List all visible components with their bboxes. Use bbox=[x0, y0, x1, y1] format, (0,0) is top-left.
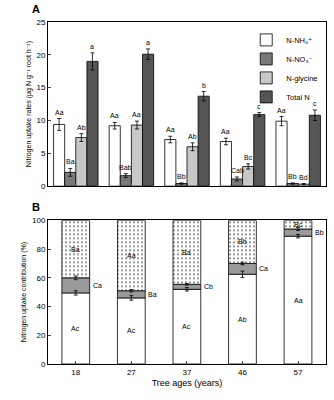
svg-text:N-glycine: N-glycine bbox=[286, 74, 317, 83]
svg-text:Bb: Bb bbox=[315, 229, 324, 236]
svg-text:Total N: Total N bbox=[286, 93, 309, 102]
svg-text:46: 46 bbox=[238, 368, 247, 377]
svg-text:Ca: Ca bbox=[93, 282, 102, 289]
svg-text:a: a bbox=[90, 43, 94, 50]
svg-text:Bab: Bab bbox=[119, 164, 132, 171]
svg-text:Bb: Bb bbox=[238, 238, 247, 245]
svg-text:Bd: Bd bbox=[299, 174, 308, 181]
svg-text:c: c bbox=[257, 103, 261, 110]
svg-text:Bc: Bc bbox=[244, 154, 253, 161]
svg-text:Ab: Ab bbox=[238, 316, 247, 323]
svg-text:Aa: Aa bbox=[110, 112, 119, 119]
svg-text:57: 57 bbox=[294, 368, 303, 377]
svg-text:Ba: Ba bbox=[71, 246, 80, 253]
svg-text:b: b bbox=[202, 82, 206, 89]
svg-text:10: 10 bbox=[36, 116, 45, 125]
svg-text:Bc: Bc bbox=[294, 221, 303, 228]
svg-text:20: 20 bbox=[36, 51, 45, 60]
svg-text:0: 0 bbox=[41, 182, 46, 191]
svg-text:B: B bbox=[32, 201, 40, 213]
svg-text:Ac: Ac bbox=[127, 327, 136, 334]
svg-text:Bb: Bb bbox=[288, 173, 297, 180]
svg-text:a: a bbox=[146, 39, 150, 46]
svg-text:18: 18 bbox=[71, 368, 80, 377]
svg-text:Ba: Ba bbox=[66, 158, 75, 165]
svg-text:c: c bbox=[313, 100, 317, 107]
svg-text:37: 37 bbox=[182, 368, 191, 377]
svg-text:N-NH₄⁺: N-NH₄⁺ bbox=[286, 36, 312, 45]
svg-text:Nitrogen uptake rates (μg N g⁻: Nitrogen uptake rates (μg N g⁻¹ root h⁻¹… bbox=[25, 41, 33, 167]
svg-text:Cab: Cab bbox=[231, 167, 244, 174]
svg-text:Ba: Ba bbox=[182, 249, 191, 256]
svg-text:Ba: Ba bbox=[148, 291, 157, 298]
svg-text:Ab: Ab bbox=[77, 124, 86, 131]
svg-text:A: A bbox=[32, 3, 40, 15]
svg-text:40: 40 bbox=[36, 302, 45, 311]
svg-text:Ac: Ac bbox=[71, 325, 80, 332]
svg-text:25: 25 bbox=[36, 18, 45, 27]
svg-text:Aa: Aa bbox=[294, 297, 303, 304]
svg-text:Ca: Ca bbox=[259, 265, 268, 272]
svg-text:Bb: Bb bbox=[177, 173, 186, 180]
svg-text:80: 80 bbox=[36, 245, 45, 254]
svg-text:Ab: Ab bbox=[188, 133, 197, 140]
svg-text:Cb: Cb bbox=[204, 283, 213, 290]
svg-text:Aa: Aa bbox=[221, 128, 230, 135]
svg-text:Nitrogen uptake contribution (: Nitrogen uptake contribution (%) bbox=[20, 242, 28, 342]
svg-text:0: 0 bbox=[41, 360, 46, 369]
svg-text:Ac: Ac bbox=[182, 323, 191, 330]
svg-text:27: 27 bbox=[127, 368, 136, 377]
svg-text:5: 5 bbox=[41, 149, 46, 158]
svg-text:20: 20 bbox=[36, 331, 45, 340]
svg-text:Aa: Aa bbox=[127, 252, 136, 259]
svg-text:Tree ages (years): Tree ages (years) bbox=[152, 378, 223, 388]
svg-text:N-NO₃⁻: N-NO₃⁻ bbox=[286, 55, 312, 64]
svg-text:Aa: Aa bbox=[55, 109, 64, 116]
svg-text:Aa: Aa bbox=[166, 126, 175, 133]
svg-text:15: 15 bbox=[36, 83, 45, 92]
svg-text:Aa: Aa bbox=[132, 111, 141, 118]
svg-text:Aa: Aa bbox=[277, 107, 286, 114]
svg-text:60: 60 bbox=[36, 274, 45, 283]
svg-text:100: 100 bbox=[32, 216, 46, 225]
